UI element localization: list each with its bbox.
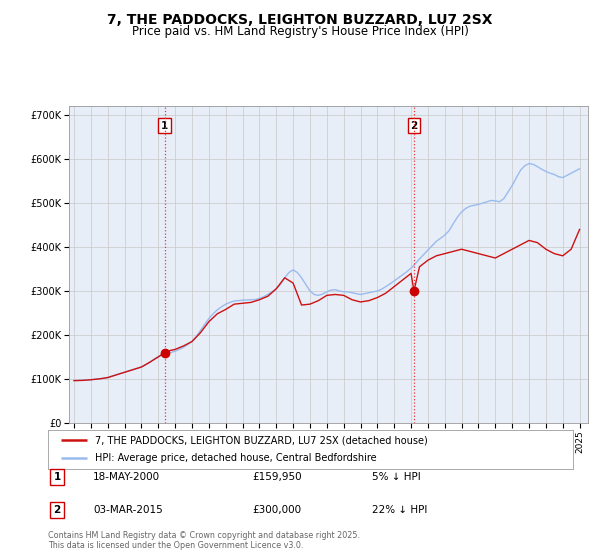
Text: HPI: Average price, detached house, Central Bedfordshire: HPI: Average price, detached house, Cent… (95, 453, 377, 463)
Text: £300,000: £300,000 (252, 505, 301, 515)
Text: 7, THE PADDOCKS, LEIGHTON BUZZARD, LU7 2SX: 7, THE PADDOCKS, LEIGHTON BUZZARD, LU7 2… (107, 13, 493, 27)
Text: 5% ↓ HPI: 5% ↓ HPI (372, 472, 421, 482)
Text: 2: 2 (53, 505, 61, 515)
Text: 22% ↓ HPI: 22% ↓ HPI (372, 505, 427, 515)
Text: 03-MAR-2015: 03-MAR-2015 (93, 505, 163, 515)
Text: £159,950: £159,950 (252, 472, 302, 482)
Text: 1: 1 (161, 120, 169, 130)
Text: 7, THE PADDOCKS, LEIGHTON BUZZARD, LU7 2SX (detached house): 7, THE PADDOCKS, LEIGHTON BUZZARD, LU7 2… (95, 435, 428, 445)
Text: 18-MAY-2000: 18-MAY-2000 (93, 472, 160, 482)
Text: 1: 1 (53, 472, 61, 482)
Text: Price paid vs. HM Land Registry's House Price Index (HPI): Price paid vs. HM Land Registry's House … (131, 25, 469, 38)
Text: 2: 2 (410, 120, 418, 130)
Text: Contains HM Land Registry data © Crown copyright and database right 2025.
This d: Contains HM Land Registry data © Crown c… (48, 530, 360, 550)
